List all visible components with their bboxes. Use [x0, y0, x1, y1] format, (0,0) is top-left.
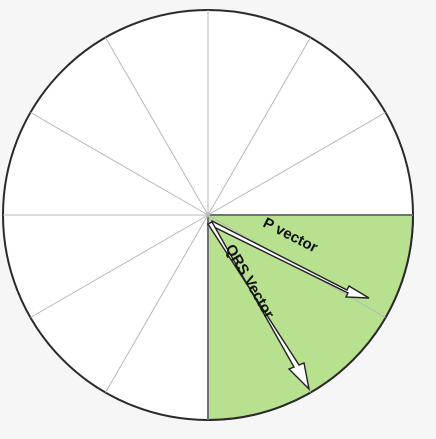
axis-spoke	[30, 112, 209, 216]
axis-spoke	[207, 37, 311, 216]
axis-spoke	[207, 112, 386, 216]
axis-spoke	[105, 214, 209, 393]
qrs-vector-arrow	[206, 221, 311, 392]
axis-spokes	[3, 10, 413, 420]
highlighted-quadrant	[207, 214, 415, 422]
p-vector-arrow	[209, 220, 370, 299]
vector-arrows	[206, 220, 370, 392]
axis-spoke	[105, 37, 209, 216]
axis-spoke	[30, 214, 209, 318]
